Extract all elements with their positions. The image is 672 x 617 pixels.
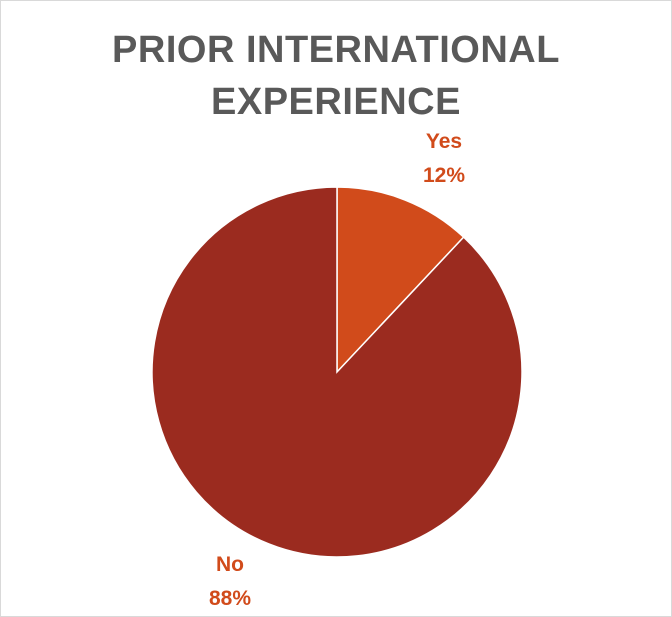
pie-slice-yes [336,186,465,374]
pie-data-labels: Yes 12% No 88% [209,130,465,610]
chart-title-line-2: EXPERIENCE [211,81,461,123]
chart-title-line-1: PRIOR INTERNATIONAL [112,29,560,71]
data-label-no-percent: 88% [209,587,251,610]
data-label-no-category: No [216,553,244,576]
pie-slice-no [151,186,523,558]
chart-title: PRIOR INTERNATIONAL EXPERIENCE [0,24,672,128]
data-label-yes-category: Yes [426,130,462,153]
pie-slices [151,186,523,558]
data-label-yes-percent: 12% [423,164,465,187]
